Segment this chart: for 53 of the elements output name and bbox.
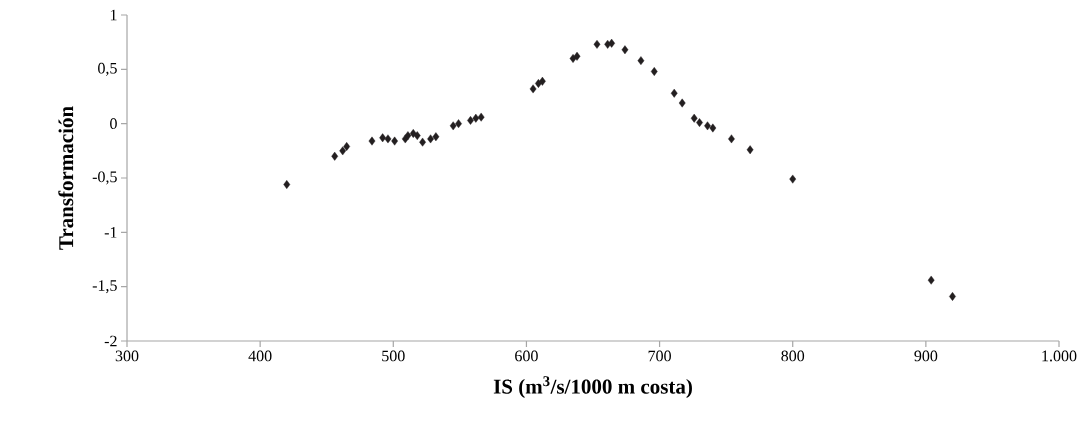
point [678, 98, 686, 108]
point [746, 145, 754, 155]
point [384, 134, 392, 144]
x-tick-label: 700 [648, 350, 671, 362]
point [728, 134, 735, 144]
y-tick-label: 1 [110, 9, 117, 21]
point [696, 118, 703, 127]
y-tick-label: 0,5 [98, 62, 117, 76]
x-tick-label: 800 [781, 350, 805, 362]
x-tick-label: 500 [382, 350, 405, 362]
point [608, 38, 615, 48]
point [419, 137, 426, 147]
x-tick-label: 1.000 [1042, 350, 1077, 362]
point [368, 136, 376, 146]
point [529, 84, 537, 94]
y-tick-label: -1,5 [92, 280, 117, 294]
point [650, 67, 658, 76]
point [331, 151, 339, 161]
point [477, 112, 485, 122]
point [670, 88, 678, 98]
point [637, 56, 645, 66]
point [283, 180, 291, 189]
y-tick-label: 0 [110, 118, 117, 130]
y-axis-title: Transformación [58, 106, 74, 250]
point [455, 119, 462, 129]
point [690, 113, 698, 123]
y-tick-label: -1 [104, 227, 117, 238]
point [539, 76, 546, 86]
y-tick-label: -2 [104, 335, 117, 347]
point [472, 113, 480, 123]
point [709, 123, 717, 133]
point [413, 131, 421, 141]
point [704, 121, 711, 131]
point [467, 116, 474, 125]
y-tick-label: -0,5 [92, 171, 117, 185]
point [379, 133, 386, 143]
point [449, 121, 457, 131]
x-tick-label: 900 [914, 350, 938, 362]
point [621, 45, 629, 55]
x-tick-label: 600 [515, 350, 538, 362]
x-tick-label: 400 [248, 350, 272, 362]
point [789, 174, 797, 184]
point [391, 136, 398, 146]
text: IS (m$^{3}$/s/1000 m costa) [493, 376, 692, 398]
point [427, 134, 434, 144]
point [949, 292, 956, 301]
x-tick-label: 300 [115, 350, 139, 362]
point [432, 132, 440, 142]
point [339, 146, 347, 156]
point [343, 142, 351, 151]
point [927, 275, 935, 285]
point [573, 51, 581, 61]
point [593, 39, 601, 49]
